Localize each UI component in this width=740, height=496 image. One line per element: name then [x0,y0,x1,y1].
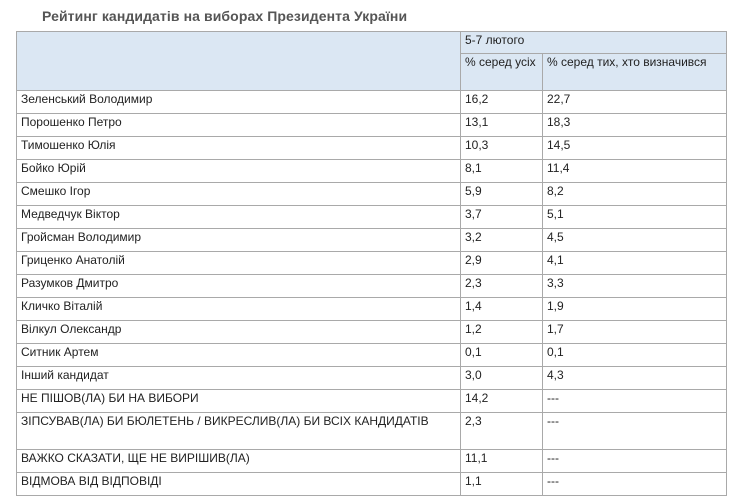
table-row: НЕ ПІШОВ(ЛА) БИ НА ВИБОРИ 14,2 --- [16,389,727,413]
header-percent-decided: % серед тих, хто визначився [542,53,727,91]
candidate-name-cell: Медведчук Віктор [16,205,461,229]
percent-decided-cell: 4,1 [542,251,727,275]
percent-decided-cell: 1,7 [542,320,727,344]
table-row: Гройсман Володимир 3,2 4,5 [16,228,727,252]
table-row: ВІДМОВА ВІД ВІДПОВІДІ 1,1 --- [16,472,727,496]
candidate-name-cell: Гриценко Анатолій [16,251,461,275]
percent-decided-cell: 4,3 [542,366,727,390]
candidate-name-cell: НЕ ПІШОВ(ЛА) БИ НА ВИБОРИ [16,389,461,413]
percent-decided-cell: 11,4 [542,159,727,183]
percent-decided-cell: 22,7 [542,90,727,114]
percent-all-cell: 1,1 [460,472,543,496]
candidate-name-cell: Ситник Артем [16,343,461,367]
percent-decided-cell: 14,5 [542,136,727,160]
candidate-name-cell: ВАЖКО СКАЗАТИ, ЩЕ НЕ ВИРІШИВ(ЛА) [16,449,461,473]
candidate-name-cell: Інший кандидат [16,366,461,390]
table-row: Зеленський Володимир 16,2 22,7 [16,90,727,114]
table-row: Ситник Артем 0,1 0,1 [16,343,727,367]
table-row: Гриценко Анатолій 2,9 4,1 [16,251,727,275]
candidate-name-cell: Порошенко Петро [16,113,461,137]
candidate-name-cell: Зеленський Володимир [16,90,461,114]
percent-decided-cell: --- [542,472,727,496]
percent-decided-cell: 18,3 [542,113,727,137]
percent-decided-cell: --- [542,389,727,413]
table-row: Разумков Дмитро 2,3 3,3 [16,274,727,298]
percent-all-cell: 3,2 [460,228,543,252]
percent-decided-cell: 0,1 [542,343,727,367]
candidate-name-cell: Гройсман Володимир [16,228,461,252]
table-row: ВАЖКО СКАЗАТИ, ЩЕ НЕ ВИРІШИВ(ЛА) 11,1 --- [16,449,727,473]
table-row: Порошенко Петро 13,1 18,3 [16,113,727,137]
percent-all-cell: 10,3 [460,136,543,160]
percent-all-cell: 8,1 [460,159,543,183]
table-row: Медведчук Віктор 3,7 5,1 [16,205,727,229]
percent-all-cell: 14,2 [460,389,543,413]
candidate-name-cell: Разумков Дмитро [16,274,461,298]
percent-decided-cell: --- [542,412,727,450]
header-row-period: 5-7 лютого [16,31,727,91]
percent-all-cell: 3,7 [460,205,543,229]
percent-all-cell: 0,1 [460,343,543,367]
percent-decided-cell: 1,9 [542,297,727,321]
candidate-name-cell: Кличко Віталій [16,297,461,321]
rating-table: 5-7 лютого % серед усіх % серед тих, хто… [16,31,727,496]
percent-all-cell: 11,1 [460,449,543,473]
header-percent-all: % серед усіх [460,53,543,91]
table-row: Кличко Віталій 1,4 1,9 [16,297,727,321]
candidate-name-cell: ЗІПСУВАВ(ЛА) БИ БЮЛЕТЕНЬ / ВИКРЕСЛИВ(ЛА)… [16,412,461,450]
percent-all-cell: 3,0 [460,366,543,390]
percent-decided-cell: 8,2 [542,182,727,206]
percent-all-cell: 16,2 [460,90,543,114]
header-empty-cell [16,31,461,91]
percent-decided-cell: 4,5 [542,228,727,252]
candidate-name-cell: ВІДМОВА ВІД ВІДПОВІДІ [16,472,461,496]
percent-all-cell: 13,1 [460,113,543,137]
candidate-name-cell: Смешко Ігор [16,182,461,206]
table-row: Вілкул Олександр 1,2 1,7 [16,320,727,344]
percent-all-cell: 2,3 [460,274,543,298]
table-row: Тимошенко Юлія 10,3 14,5 [16,136,727,160]
candidate-name-cell: Бойко Юрій [16,159,461,183]
candidate-name-cell: Вілкул Олександр [16,320,461,344]
table-row: Інший кандидат 3,0 4,3 [16,366,727,390]
percent-all-cell: 2,9 [460,251,543,275]
percent-all-cell: 1,2 [460,320,543,344]
header-row-columns: % серед усіх % серед тих, хто визначився [17,53,727,91]
percent-decided-cell: --- [542,449,727,473]
percent-decided-cell: 5,1 [542,205,727,229]
percent-all-cell: 1,4 [460,297,543,321]
table-row: ЗІПСУВАВ(ЛА) БИ БЮЛЕТЕНЬ / ВИКРЕСЛИВ(ЛА)… [16,412,727,450]
table-row: Бойко Юрій 8,1 11,4 [16,159,727,183]
percent-decided-cell: 3,3 [542,274,727,298]
header-period: 5-7 лютого [460,31,727,54]
candidate-name-cell: Тимошенко Юлія [16,136,461,160]
table-row: Смешко Ігор 5,9 8,2 [16,182,727,206]
page-title: Рейтинг кандидатів на виборах Президента… [42,8,408,24]
percent-all-cell: 5,9 [460,182,543,206]
percent-all-cell: 2,3 [460,412,543,450]
